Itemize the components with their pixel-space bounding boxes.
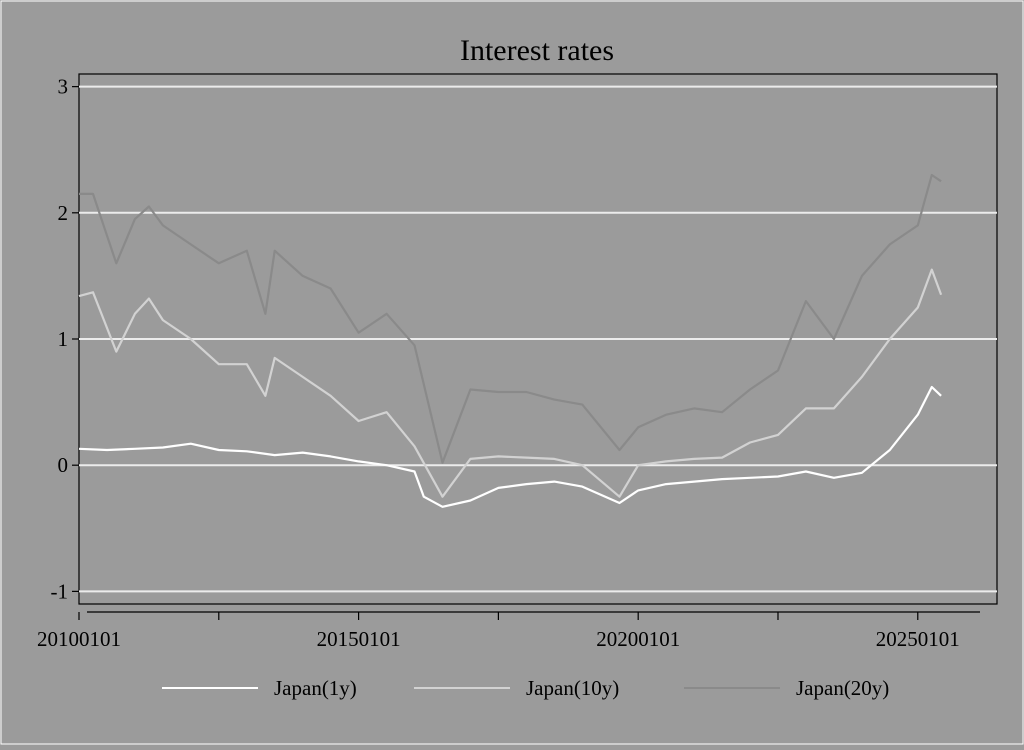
x-tick-label: 20150101	[317, 627, 401, 651]
y-tick-label: 0	[58, 453, 69, 477]
series-line-japan-10y	[78, 268, 943, 498]
legend-label-japan-1y: Japan(1y)	[274, 676, 357, 700]
y-tick-label: 3	[58, 75, 69, 99]
legend: Japan(1y) Japan(10y) Japan(20y)	[162, 676, 889, 700]
legend-label-japan-10y: Japan(10y)	[526, 676, 619, 700]
series-line-japan-20y	[79, 173, 942, 464]
x-tick-label: 20200101	[596, 627, 680, 651]
y-tick-label: 1	[58, 327, 69, 351]
series-line-japan-1y	[78, 385, 942, 508]
plot-area: -1 0 1 2 3 20100101 20150101 20200101 20250101	[37, 73, 998, 651]
x-tick-label: 20100101	[37, 627, 121, 651]
y-tick-label: 2	[58, 201, 69, 225]
chart-title: Interest rates	[460, 34, 614, 67]
y-tick-label: -1	[51, 579, 69, 603]
x-tick-label: 20250101	[876, 627, 960, 651]
legend-label-japan-20y: Japan(20y)	[796, 676, 889, 700]
